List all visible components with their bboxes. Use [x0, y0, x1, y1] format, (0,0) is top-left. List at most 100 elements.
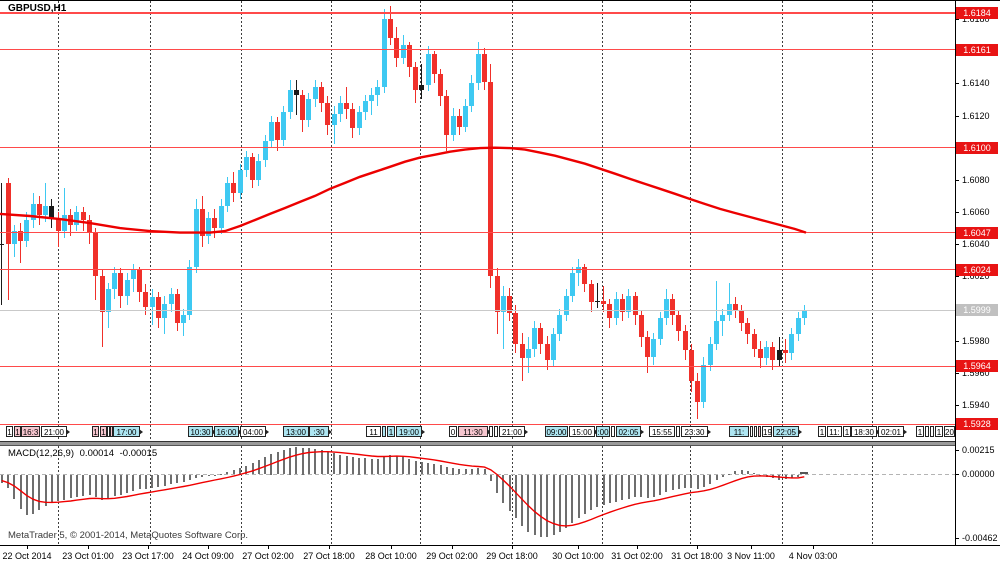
price-tick-label: 1.5980	[962, 335, 990, 346]
time-tag[interactable]: :30	[309, 426, 332, 437]
time-tag[interactable]	[382, 426, 386, 437]
candle-body	[532, 327, 538, 349]
time-tag[interactable]: 11:30	[458, 426, 491, 437]
time-tag[interactable]: 16:00	[214, 426, 242, 437]
time-tag[interactable]: 0	[449, 426, 457, 437]
chart-plot-area[interactable]: 1 1 16:3 21:00 1 1 17:00 10:30 16:00 04:00 13:00:3…	[0, 0, 955, 545]
macd-indicator-label: MACD(12,26,9) 0.00014 -0.00015	[8, 448, 157, 459]
candle-body	[626, 295, 632, 312]
time-tag[interactable]: 15:00	[569, 426, 598, 437]
time-tag[interactable]: 10:30	[188, 426, 216, 437]
current-price-label: 1.5999	[956, 304, 998, 317]
macd-histogram-bar	[665, 474, 668, 493]
candle-body	[594, 300, 600, 303]
time-tag[interactable]: 21:00	[499, 426, 528, 437]
macd-histogram-bar	[282, 449, 285, 475]
candle-body	[55, 218, 61, 232]
time-tag[interactable]: 1	[6, 426, 13, 437]
candle-body	[381, 19, 387, 87]
time-tag[interactable]: 1	[916, 426, 924, 437]
price-tick-label: 1.6060	[962, 207, 990, 217]
time-tick-label: 28 Oct 10:00	[365, 551, 417, 561]
time-tag[interactable]	[110, 426, 113, 437]
time-tag[interactable]: 16:3	[21, 426, 40, 437]
time-tag[interactable]: 1	[935, 426, 943, 437]
macd-histogram-bar	[370, 458, 373, 475]
time-tag[interactable]: 17:00	[113, 426, 143, 437]
time-tag[interactable]: 1	[92, 426, 99, 437]
macd-histogram-bar	[602, 474, 605, 505]
candle-body	[87, 220, 92, 233]
candle-body	[137, 269, 143, 293]
time-tag[interactable]	[107, 426, 110, 437]
macd-histogram-bar	[734, 471, 737, 475]
candle-body	[168, 294, 174, 304]
macd-histogram-bar	[728, 473, 730, 475]
macd-histogram-bar	[251, 463, 254, 475]
candle-body	[569, 273, 575, 296]
time-tag[interactable]	[676, 426, 680, 437]
time-tag[interactable]	[489, 426, 493, 437]
candle-body	[538, 327, 544, 344]
price-tick-mark	[955, 115, 959, 117]
macd-histogram-bar	[38, 474, 41, 510]
time-tag[interactable]: 1	[387, 426, 395, 437]
price-level-label: 1.6184	[956, 6, 998, 19]
time-tag[interactable]: 11	[366, 426, 381, 437]
candle-body	[262, 141, 268, 161]
candle-body	[206, 218, 212, 237]
time-tag[interactable]: 19	[762, 426, 772, 437]
panel-separator[interactable]	[0, 441, 955, 446]
macd-histogram-bar	[57, 474, 60, 501]
candle-body	[218, 205, 224, 229]
vertical-gridline	[512, 1, 513, 441]
time-tag[interactable]: 15:55	[649, 426, 675, 437]
macd-histogram-bar	[696, 474, 699, 489]
time-tag[interactable]: 11:	[729, 426, 749, 437]
time-tag[interactable]: 1	[14, 426, 21, 437]
time-tag[interactable]: 21:00	[41, 426, 70, 437]
time-tag[interactable]	[754, 426, 757, 437]
macd-histogram-bar	[659, 474, 661, 495]
candle-body	[130, 269, 136, 280]
time-tag[interactable]: 09:00	[545, 426, 568, 437]
time-tag[interactable]: 19:00	[396, 426, 425, 437]
candle-body	[293, 89, 299, 95]
time-tag[interactable]	[611, 426, 615, 437]
candle-body	[488, 81, 494, 277]
macd-histogram-bar	[790, 474, 793, 478]
time-tag[interactable]	[750, 426, 753, 437]
macd-histogram-bar	[759, 474, 762, 476]
vertical-gridline	[872, 1, 873, 441]
time-tag[interactable]: 11:	[827, 426, 842, 437]
time-tag[interactable]: 18:30	[851, 426, 880, 437]
time-tag[interactable]	[494, 426, 498, 437]
time-tag[interactable]: 20	[944, 426, 955, 437]
candle-wick	[603, 286, 605, 312]
time-tag[interactable]: 13:00	[283, 426, 312, 437]
time-tag[interactable]: 02:01	[878, 426, 907, 437]
time-tag[interactable]: 22:05	[773, 426, 802, 437]
time-tag[interactable]: 1	[843, 426, 851, 437]
time-tag[interactable]: 02:05	[616, 426, 644, 437]
macd-histogram-bar	[402, 456, 404, 475]
candle-body	[149, 297, 155, 307]
candle-body	[319, 86, 324, 103]
time-tag[interactable]: 23:30	[681, 426, 711, 437]
candle-body	[281, 112, 287, 140]
time-tag[interactable]	[925, 426, 929, 437]
candle-body	[387, 19, 393, 39]
time-tick-mark	[637, 545, 638, 549]
candle-body	[544, 343, 550, 360]
macd-histogram-bar	[376, 458, 379, 475]
time-tag[interactable]: 1	[818, 426, 826, 437]
time-tag[interactable]	[930, 426, 934, 437]
time-tag[interactable]: :00	[596, 426, 610, 437]
candle-body	[174, 294, 180, 323]
price-level-line	[0, 49, 955, 51]
time-tag[interactable]	[758, 426, 761, 437]
time-tick-label: 31 Oct 18:00	[671, 551, 723, 561]
time-tag[interactable]: 1	[100, 426, 107, 437]
candle-body	[551, 334, 556, 360]
time-tag[interactable]: 04:00	[240, 426, 269, 437]
